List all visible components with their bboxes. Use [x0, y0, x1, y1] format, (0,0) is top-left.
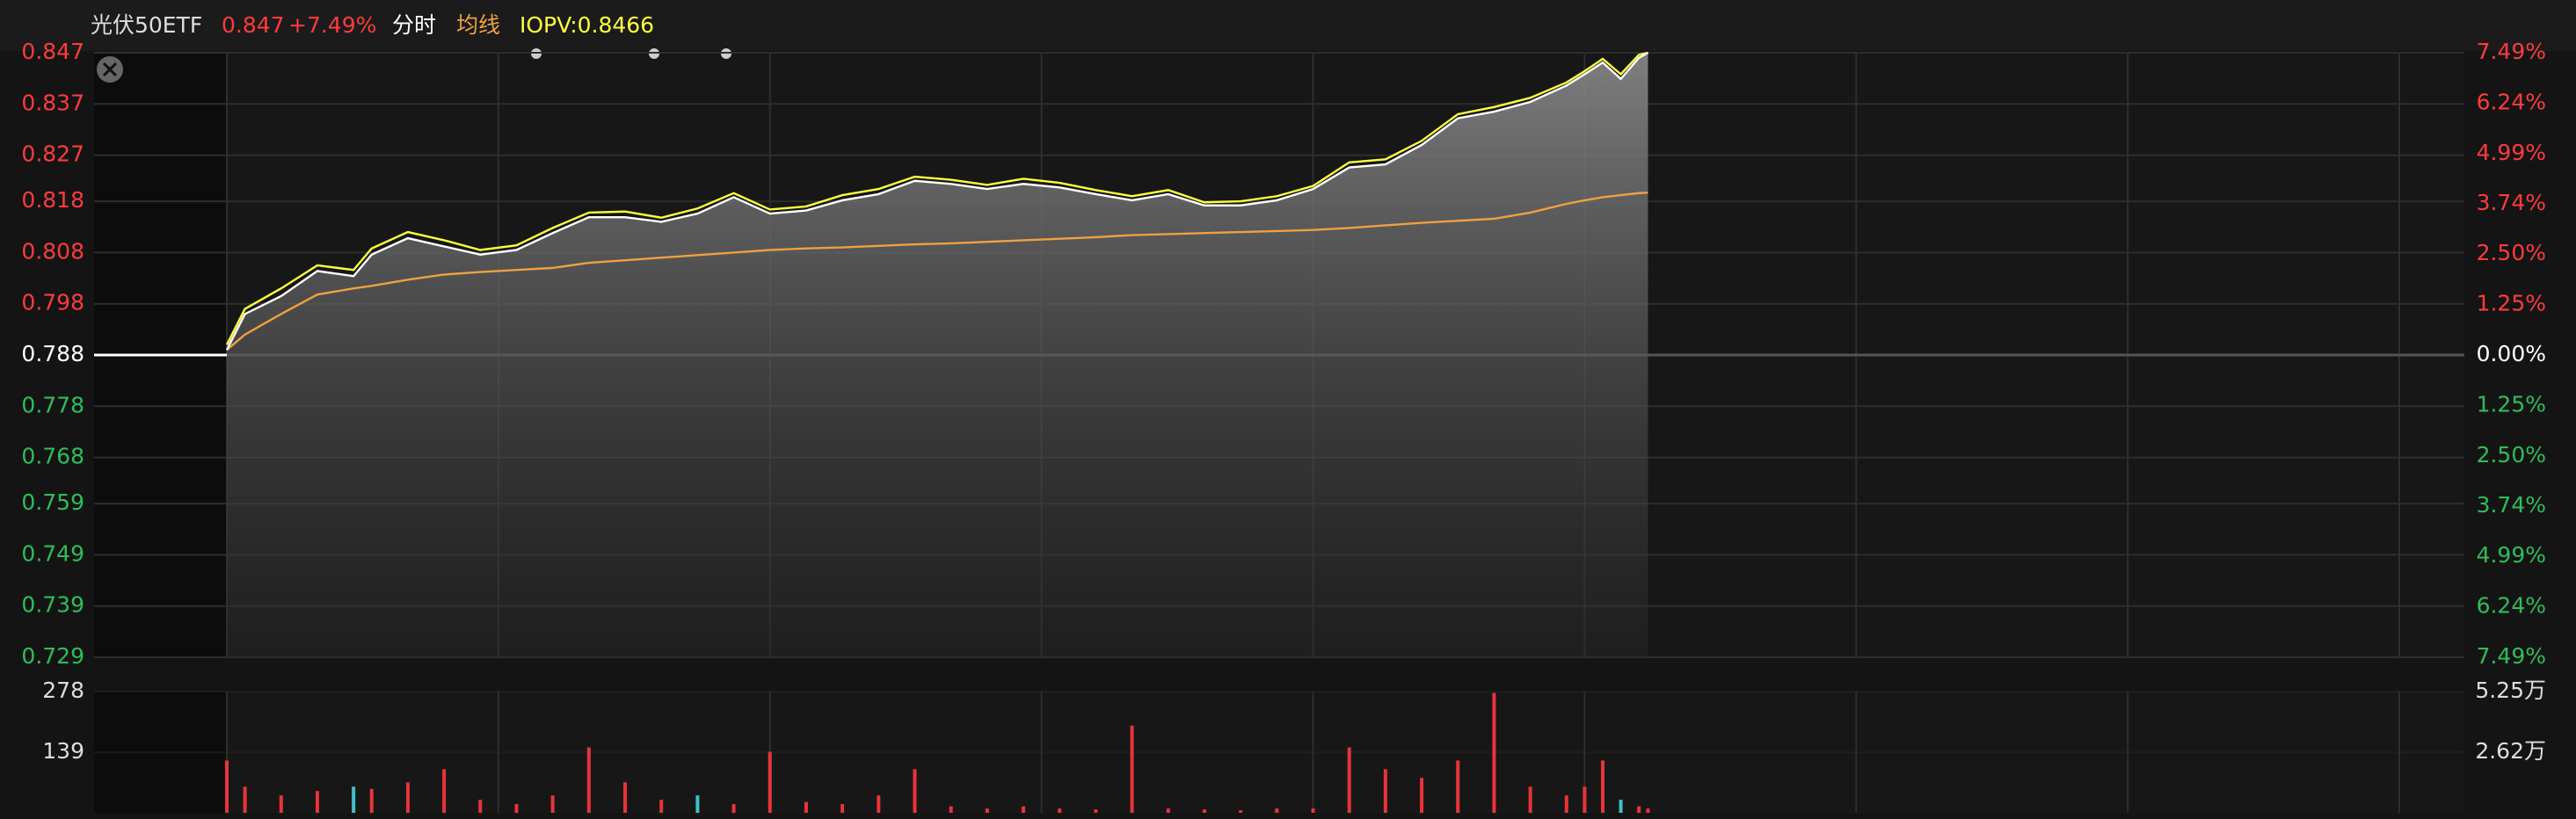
close-button[interactable] [97, 56, 123, 83]
series-line [226, 191, 1648, 352]
y2-tick-label: 2.50% [2477, 442, 2546, 467]
volume-y2-tick-label: 2.62万 [2475, 738, 2546, 764]
avg-legend[interactable]: 均线 [456, 12, 500, 38]
volume-bar [405, 782, 410, 813]
volume-bar [768, 751, 772, 813]
volume-bar [225, 760, 229, 813]
mode-tab[interactable]: 分时 [392, 12, 436, 38]
y-tick-label: 0.808 [21, 238, 84, 264]
y-tick-label: 0.818 [21, 187, 84, 213]
volume-bar [514, 804, 519, 813]
volume-tick-label: 278 [42, 678, 84, 703]
y-tick-label: 0.749 [21, 540, 84, 566]
y2-tick-label: 1.25% [2477, 391, 2546, 417]
volume-bar [1383, 769, 1387, 813]
volume-bar [1094, 809, 1098, 813]
volume-bar [442, 769, 447, 813]
volume-bar [1420, 778, 1424, 813]
y-tick-label: 0.778 [21, 392, 84, 417]
y2-tick-label: 7.49% [2477, 39, 2546, 64]
y-tick-label: 0.759 [21, 489, 84, 515]
last-price: 0.847 [222, 12, 285, 38]
y2-tick-label: 6.24% [2477, 593, 2546, 619]
volume-bar [985, 808, 989, 813]
volume-bar [550, 795, 555, 813]
volume-bar [1058, 808, 1062, 813]
volume-bar [369, 788, 374, 813]
volume-bar [623, 782, 628, 813]
y2-tick-label: 0.00% [2477, 341, 2546, 366]
volume-bar [804, 801, 808, 813]
y-tick-label: 0.827 [21, 141, 84, 167]
y-tick-label: 0.847 [21, 39, 84, 64]
y2-tick-label: 2.50% [2477, 240, 2546, 265]
y2-tick-label: 4.99% [2477, 140, 2546, 165]
change: +7.49% [288, 12, 376, 38]
volume-bar [243, 786, 247, 813]
y-tick-label: 0.788 [21, 341, 84, 366]
y2-tick-label: 3.74% [2477, 492, 2546, 518]
y-tick-label: 0.739 [21, 592, 84, 618]
y-tick-label: 0.837 [21, 90, 84, 115]
volume-bar [1564, 795, 1568, 813]
volume-bar [695, 795, 700, 813]
y-tick-label: 0.729 [21, 643, 84, 669]
y2-tick-label: 4.99% [2477, 542, 2546, 568]
iopv: IOPV:0.8466 [520, 12, 654, 38]
volume-bar [279, 795, 283, 813]
volume-bar [586, 747, 591, 813]
y2-tick-label: 7.49% [2477, 643, 2546, 669]
y2-tick-label: 3.74% [2477, 190, 2546, 215]
volume-bar [949, 806, 953, 813]
volume-bar [731, 804, 736, 813]
volume-bar [1130, 725, 1134, 813]
header-bar [0, 0, 2576, 51]
volume-bar [352, 786, 356, 813]
title: 光伏50ETF [91, 12, 202, 38]
volume-tick-label: 139 [42, 738, 84, 764]
volume-bar [1600, 760, 1605, 813]
volume-bar [315, 791, 319, 813]
volume-y2-tick-label: 5.25万 [2475, 678, 2546, 703]
y2-tick-label: 6.24% [2477, 89, 2546, 114]
y-tick-label: 0.798 [21, 290, 84, 315]
volume-bar [1456, 760, 1460, 813]
volume-bar [1528, 786, 1532, 813]
volume-bar [1166, 808, 1170, 813]
volume-bar [478, 800, 483, 813]
y2-tick-label: 1.25% [2477, 291, 2546, 316]
price-area [227, 53, 1648, 657]
volume-bar [1275, 808, 1279, 813]
series-line [225, 51, 1649, 351]
volume-bar [1492, 692, 1496, 813]
volume-bar [877, 795, 881, 813]
volume-bar [913, 769, 917, 813]
volume-bar [659, 800, 664, 813]
volume-bar [1637, 806, 1641, 813]
volume-bar [1239, 810, 1243, 813]
volume-bar [1347, 747, 1351, 813]
volume-bar [840, 804, 845, 813]
y-tick-label: 0.768 [21, 444, 84, 469]
volume-bar [1619, 800, 1623, 813]
volume-bar [1202, 809, 1206, 813]
volume-bar [1583, 786, 1587, 813]
series-line [225, 51, 1648, 345]
volume-bar [1022, 806, 1026, 813]
volume-bar [1311, 808, 1315, 813]
volume-bar [1646, 808, 1650, 813]
